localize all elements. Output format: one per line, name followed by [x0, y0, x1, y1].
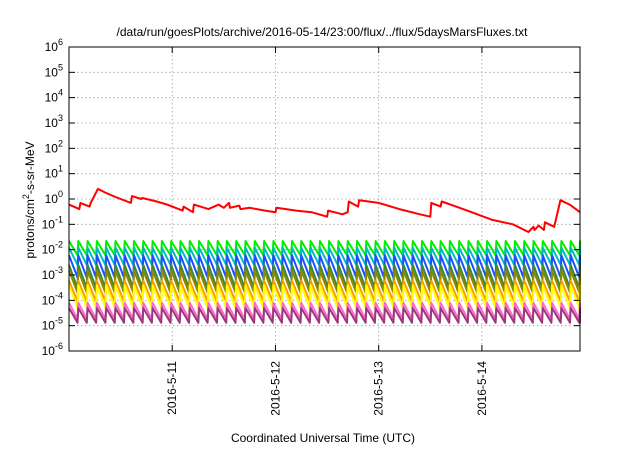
y-tick-exponent: -3 — [55, 265, 63, 275]
y-axis-title-rest: -s-sr-MeV — [23, 141, 37, 194]
y-tick-exponent: 0 — [58, 189, 63, 199]
y-tick-exponent: 4 — [58, 88, 63, 98]
y-axis-title-main: protons/cm — [23, 199, 37, 258]
y-tick-label: 10-2 — [42, 240, 63, 257]
y-tick-exponent: -2 — [55, 240, 63, 250]
y-tick-base: 10 — [42, 344, 56, 358]
y-tick-base: 10 — [42, 268, 56, 282]
y-tick-base: 10 — [45, 116, 59, 130]
y-tick-label: 10-1 — [42, 214, 63, 231]
y-tick-label: 100 — [45, 189, 63, 206]
y-axis-title: protons/cm2-s-sr-MeV — [21, 141, 37, 258]
y-tick-label: 104 — [45, 88, 63, 105]
x-tick-label: 2016-5-14 — [475, 361, 489, 416]
chart-title: /data/run/goesPlots/archive/2016-05-14/2… — [117, 25, 529, 39]
y-tick-exponent: -4 — [55, 290, 63, 300]
x-tick-label: 2016-5-12 — [268, 361, 282, 416]
y-tick-label: 103 — [45, 113, 63, 130]
y-tick-base: 10 — [42, 217, 56, 231]
y-tick-exponent: -5 — [55, 316, 63, 326]
series-line — [68, 187, 581, 233]
y-tick-label: 10-5 — [42, 316, 63, 333]
y-axis-title-sup: 2 — [21, 194, 31, 199]
y-tick-exponent: 6 — [58, 37, 63, 47]
y-tick-label: 106 — [45, 37, 63, 54]
axes: 10-610-510-410-310-210-11001011021031041… — [42, 37, 581, 416]
y-tick-exponent: 1 — [58, 164, 63, 174]
y-tick-label: 10-6 — [42, 341, 63, 358]
plot-frame — [68, 46, 581, 352]
y-tick-exponent: -6 — [55, 341, 63, 351]
y-tick-exponent: 5 — [58, 62, 63, 72]
x-tick-label: 2016-5-11 — [165, 361, 179, 415]
y-tick-base: 10 — [45, 167, 59, 181]
y-tick-label: 102 — [45, 138, 63, 155]
y-tick-base: 10 — [45, 40, 59, 54]
x-axis-title: Coordinated Universal Time (UTC) — [231, 431, 415, 445]
y-tick-exponent: -1 — [55, 214, 63, 224]
y-tick-base: 10 — [45, 192, 59, 206]
y-tick-base: 10 — [45, 91, 59, 105]
y-tick-label: 10-4 — [42, 290, 63, 307]
series-line — [68, 284, 581, 309]
y-tick-base: 10 — [45, 65, 59, 79]
y-tick-base: 10 — [45, 141, 59, 155]
y-tick-base: 10 — [42, 293, 56, 307]
y-tick-label: 105 — [45, 62, 63, 79]
y-tick-base: 10 — [42, 243, 56, 257]
y-tick-label: 10-3 — [42, 265, 63, 282]
y-tick-exponent: 3 — [58, 113, 63, 123]
y-tick-exponent: 2 — [58, 138, 63, 148]
y-tick-base: 10 — [42, 319, 56, 333]
x-tick-label: 2016-5-13 — [372, 361, 386, 416]
series-layer — [68, 187, 581, 324]
y-tick-label: 101 — [45, 164, 63, 181]
series-line — [68, 307, 581, 324]
